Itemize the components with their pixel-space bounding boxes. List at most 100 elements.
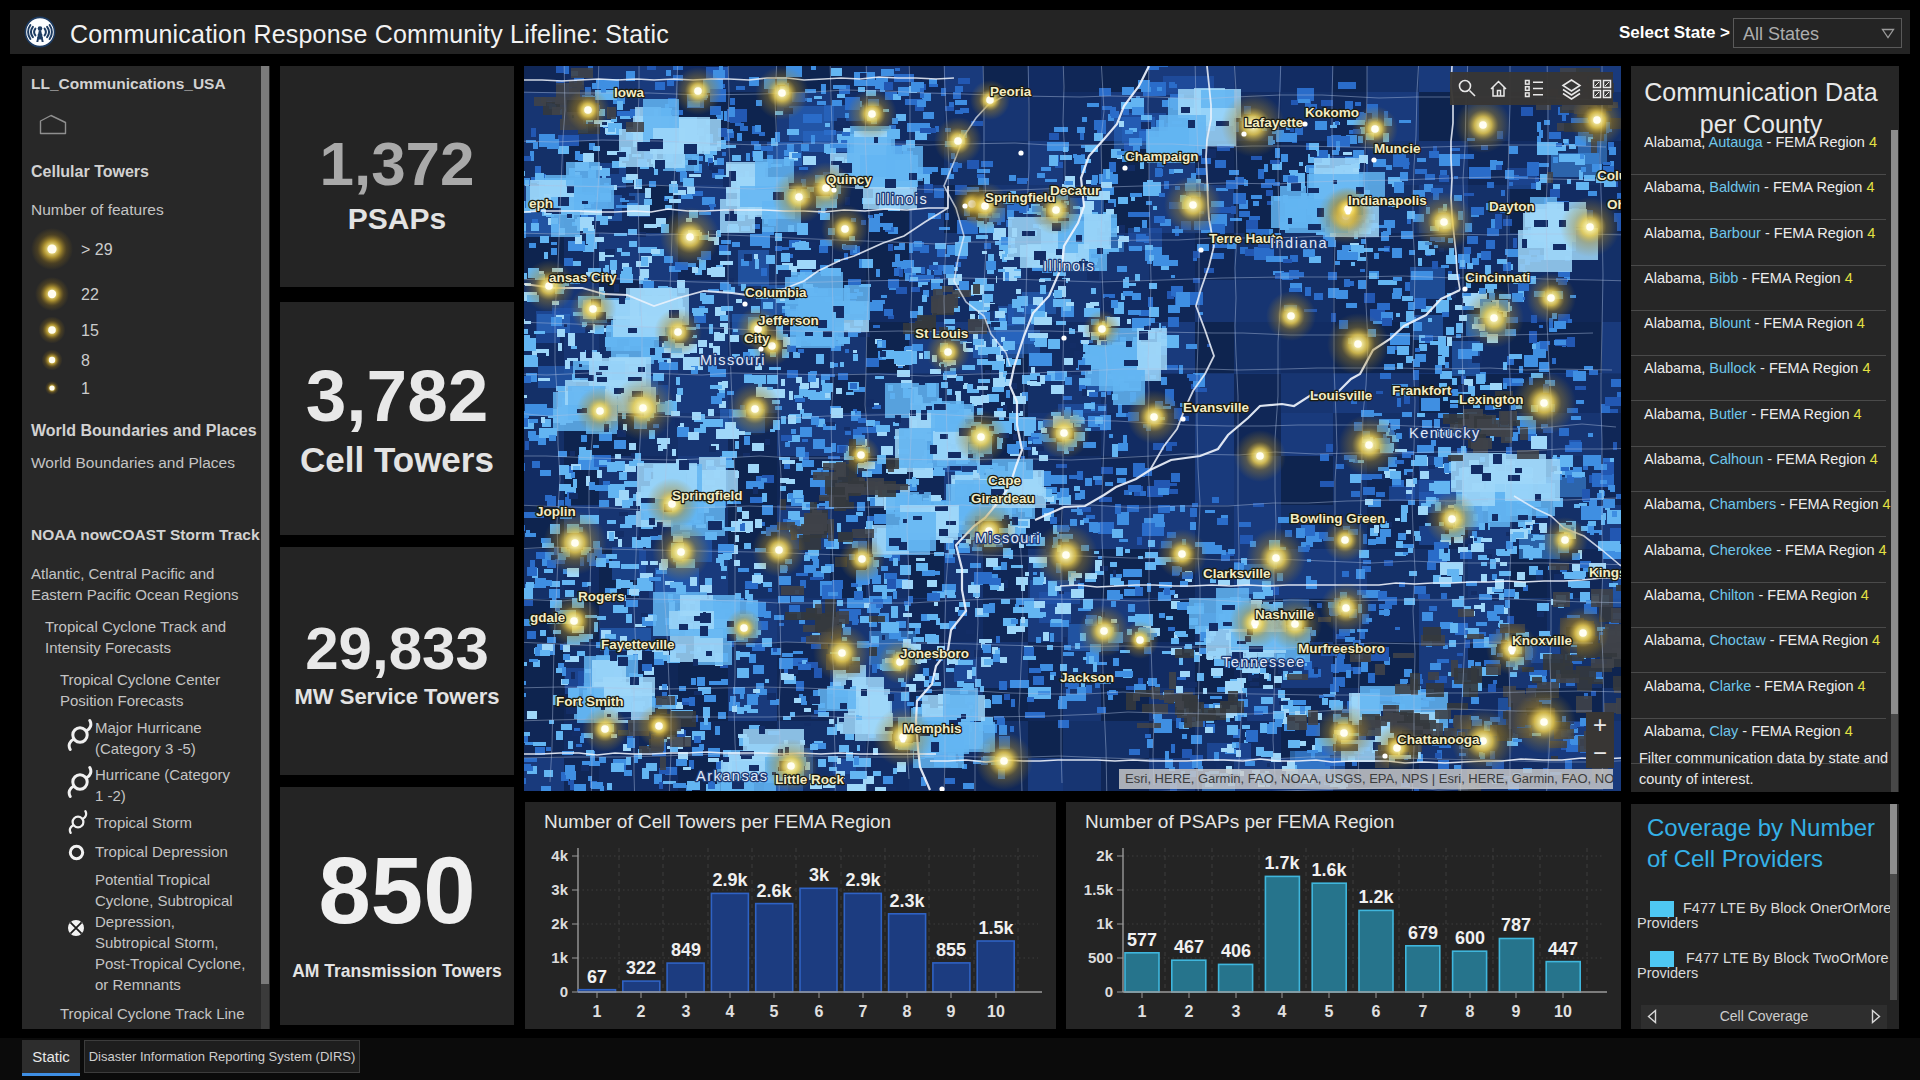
svg-text:Springfield: Springfield xyxy=(672,488,743,503)
svg-text:Frankfort: Frankfort xyxy=(1392,383,1452,398)
svg-text:855: 855 xyxy=(936,940,966,960)
svg-text:Quincy: Quincy xyxy=(826,172,872,187)
svg-text:67: 67 xyxy=(587,967,607,987)
svg-text:9: 9 xyxy=(1512,1003,1521,1020)
svg-text:Columbia: Columbia xyxy=(745,285,807,300)
svg-text:Cape: Cape xyxy=(988,473,1022,488)
svg-text:1.5k: 1.5k xyxy=(978,918,1014,938)
svg-text:Kokomo: Kokomo xyxy=(1305,105,1359,120)
svg-text:Joplin: Joplin xyxy=(536,504,576,519)
svg-text:gdale: gdale xyxy=(530,610,566,625)
svg-text:4k: 4k xyxy=(551,847,568,864)
svg-text:Jackson: Jackson xyxy=(1060,670,1114,685)
svg-text:3k: 3k xyxy=(809,865,830,885)
svg-text:1.5k: 1.5k xyxy=(1084,881,1114,898)
svg-text:Ohi: Ohi xyxy=(1607,197,1621,212)
svg-text:0: 0 xyxy=(560,983,568,1000)
svg-text:3: 3 xyxy=(682,1003,691,1020)
svg-text:3: 3 xyxy=(1232,1003,1241,1020)
svg-text:Illinois: Illinois xyxy=(1043,258,1095,274)
svg-text:10: 10 xyxy=(987,1003,1005,1020)
svg-text:2: 2 xyxy=(637,1003,646,1020)
svg-text:Missouri: Missouri xyxy=(700,352,766,368)
svg-text:Chattanooga: Chattanooga xyxy=(1397,732,1480,747)
svg-text:500: 500 xyxy=(1088,949,1113,966)
svg-text:8: 8 xyxy=(903,1003,912,1020)
svg-text:849: 849 xyxy=(671,940,701,960)
svg-text:Columbu: Columbu xyxy=(1597,168,1621,183)
svg-text:0: 0 xyxy=(1105,983,1113,1000)
svg-text:St Louis: St Louis xyxy=(915,326,968,341)
svg-text:Decatur: Decatur xyxy=(1050,183,1101,198)
svg-text:7: 7 xyxy=(859,1003,868,1020)
svg-text:Murfreesboro: Murfreesboro xyxy=(1298,641,1385,656)
svg-text:Little Rock: Little Rock xyxy=(775,772,845,787)
svg-text:2: 2 xyxy=(1185,1003,1194,1020)
svg-text:467: 467 xyxy=(1174,937,1204,957)
svg-text:Kentucky: Kentucky xyxy=(1409,425,1481,441)
svg-text:Louisville: Louisville xyxy=(1310,388,1373,403)
svg-text:Cincinnati: Cincinnati xyxy=(1465,270,1530,285)
svg-text:4: 4 xyxy=(726,1003,735,1020)
svg-text:Lafayette: Lafayette xyxy=(1244,115,1304,130)
svg-text:6: 6 xyxy=(815,1003,824,1020)
svg-text:1.7k: 1.7k xyxy=(1264,853,1300,873)
svg-text:Iowa: Iowa xyxy=(614,85,644,100)
svg-text:322: 322 xyxy=(626,958,656,978)
svg-text:10: 10 xyxy=(1554,1003,1572,1020)
svg-text:Missouri: Missouri xyxy=(975,530,1041,546)
svg-text:Lexington: Lexington xyxy=(1459,392,1524,407)
svg-text:2.3k: 2.3k xyxy=(889,891,925,911)
svg-text:1: 1 xyxy=(593,1003,602,1020)
svg-text:1k: 1k xyxy=(551,949,568,966)
svg-text:1k: 1k xyxy=(1096,915,1113,932)
svg-text:7: 7 xyxy=(1419,1003,1428,1020)
svg-text:2.9k: 2.9k xyxy=(712,870,748,890)
svg-text:Arkansas: Arkansas xyxy=(696,768,768,784)
svg-text:1.6k: 1.6k xyxy=(1311,860,1347,880)
svg-text:Springfield: Springfield xyxy=(985,190,1056,205)
svg-text:8: 8 xyxy=(1466,1003,1475,1020)
svg-text:Nashville: Nashville xyxy=(1255,607,1315,622)
svg-text:Fayetteville: Fayetteville xyxy=(601,637,675,652)
svg-text:4: 4 xyxy=(1278,1003,1287,1020)
svg-text:5: 5 xyxy=(770,1003,779,1020)
svg-text:Girardeau: Girardeau xyxy=(971,491,1035,506)
svg-text:Indiana: Indiana xyxy=(1270,235,1328,251)
svg-text:Illinois: Illinois xyxy=(876,191,928,207)
svg-text:Bowling Green: Bowling Green xyxy=(1290,511,1385,526)
svg-text:Evansville: Evansville xyxy=(1183,400,1250,415)
svg-text:2k: 2k xyxy=(551,915,568,932)
svg-text:1: 1 xyxy=(1138,1003,1147,1020)
svg-text:2.9k: 2.9k xyxy=(845,870,881,890)
svg-text:Jonesboro: Jonesboro xyxy=(900,646,969,661)
svg-text:600: 600 xyxy=(1455,928,1485,948)
svg-text:447: 447 xyxy=(1548,939,1578,959)
svg-text:Rogers: Rogers xyxy=(578,589,625,604)
svg-text:6: 6 xyxy=(1372,1003,1381,1020)
svg-text:2.6k: 2.6k xyxy=(756,881,792,901)
svg-text:Jefferson: Jefferson xyxy=(758,313,819,328)
svg-text:3k: 3k xyxy=(551,881,568,898)
svg-text:Tennessee: Tennessee xyxy=(1222,654,1306,670)
svg-text:Kingsp: Kingsp xyxy=(1589,565,1621,580)
svg-text:Memphis: Memphis xyxy=(903,721,962,736)
svg-text:2k: 2k xyxy=(1096,847,1113,864)
svg-text:Knoxville: Knoxville xyxy=(1512,633,1573,648)
svg-text:679: 679 xyxy=(1408,923,1438,943)
svg-text:Fort Smith: Fort Smith xyxy=(556,694,624,709)
svg-text:Clarksville: Clarksville xyxy=(1203,566,1271,581)
svg-text:787: 787 xyxy=(1501,915,1531,935)
svg-text:ansas City: ansas City xyxy=(549,270,617,285)
svg-text:Muncie: Muncie xyxy=(1374,141,1421,156)
svg-text:Dayton: Dayton xyxy=(1489,199,1535,214)
svg-text:Indianapolis: Indianapolis xyxy=(1348,193,1427,208)
svg-text:City: City xyxy=(744,331,770,346)
svg-text:eph: eph xyxy=(529,196,553,211)
svg-text:1.2k: 1.2k xyxy=(1358,887,1394,907)
svg-text:577: 577 xyxy=(1127,930,1157,950)
svg-text:406: 406 xyxy=(1221,941,1251,961)
svg-text:Champaign: Champaign xyxy=(1125,149,1199,164)
svg-text:Peoria: Peoria xyxy=(990,84,1032,99)
svg-text:9: 9 xyxy=(947,1003,956,1020)
